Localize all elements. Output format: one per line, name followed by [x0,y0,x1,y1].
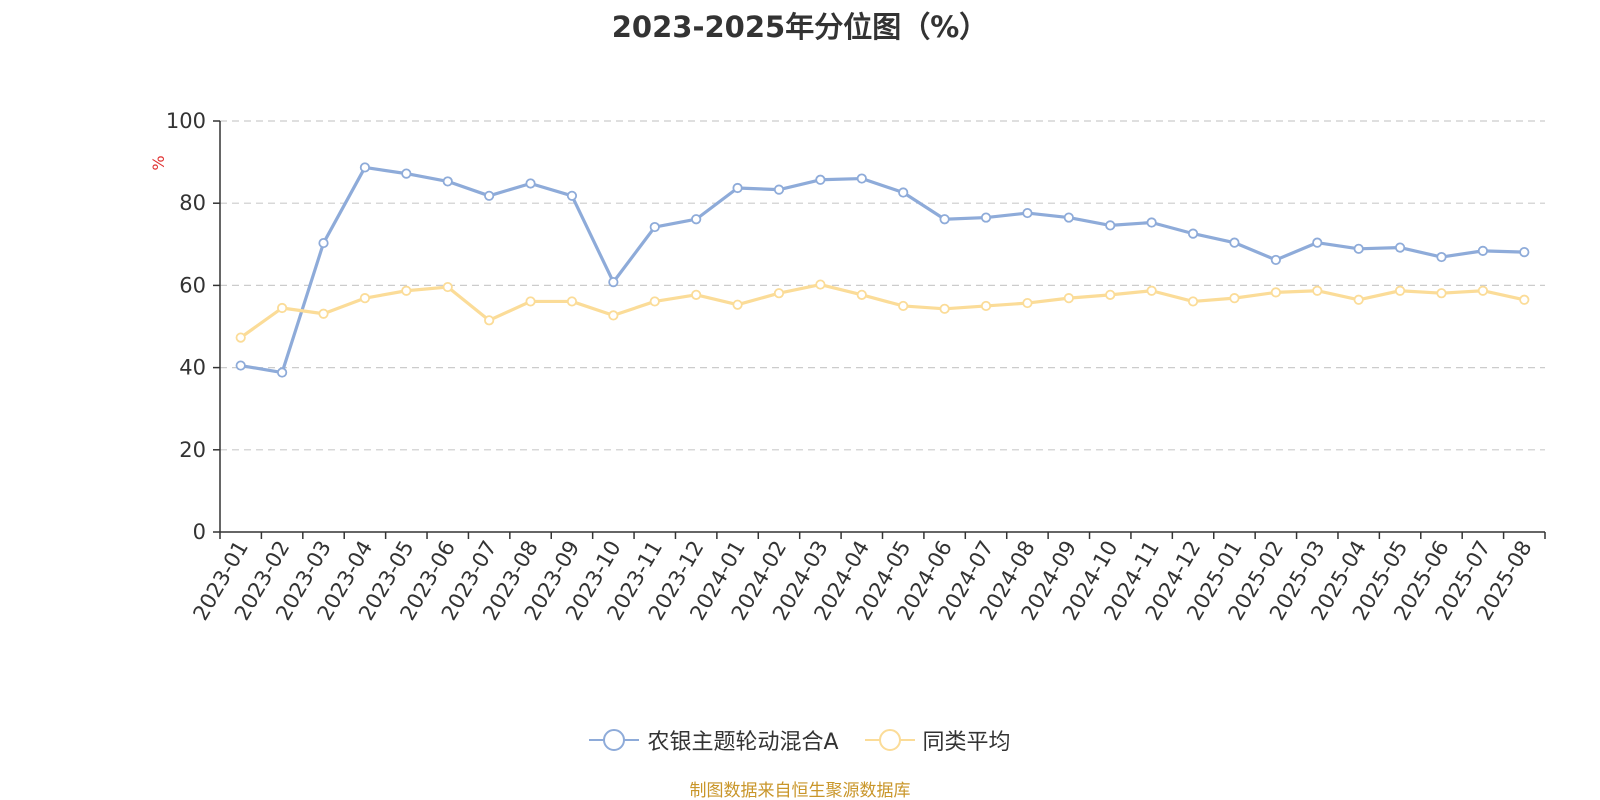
data-point-series-1[interactable] [1146,217,1157,228]
data-point-series-2[interactable] [608,310,619,321]
data-point-series-1[interactable] [1312,237,1323,248]
data-point-series-1[interactable] [856,173,867,184]
data-point-series-1[interactable] [1477,245,1488,256]
series-line-1 [240,165,1525,375]
legend-item-series-2[interactable]: 同类平均 [864,724,1011,756]
data-point-series-2[interactable] [442,281,453,293]
data-point-series-1[interactable] [277,367,288,378]
data-point-series-1[interactable] [1105,220,1116,231]
data-point-series-2[interactable] [815,279,826,290]
gridlines [220,120,1545,451]
axes: 0204060801002023-012023-022023-032023-04… [166,109,1546,624]
y-tick-label: 20 [179,438,206,462]
data-point-series-1[interactable] [1187,228,1199,239]
data-point-series-1[interactable] [1436,251,1447,263]
legend-item-series-1[interactable]: 农银主题轮动混合A [589,724,839,756]
legend-marker-series-1 [589,729,640,751]
data-point-series-2[interactable] [898,300,909,312]
data-point-series-1[interactable] [1022,207,1033,219]
data-point-series-2[interactable] [691,289,702,300]
y-tick-label: 100 [166,109,206,133]
data-point-series-2[interactable] [1519,294,1530,305]
data-point-series-2[interactable] [1477,285,1488,296]
data-point-series-2[interactable] [359,293,371,304]
data-point-series-2[interactable] [1187,296,1199,307]
data-point-series-1[interactable] [980,212,992,223]
data-point-series-1[interactable] [649,221,660,233]
data-point-series-2[interactable] [401,285,412,296]
data-point-series-2[interactable] [1105,289,1116,300]
legend-label-series-2: 同类平均 [922,730,1011,755]
data-point-series-2[interactable] [566,296,578,307]
data-point-series-2[interactable] [1270,287,1281,298]
data-point-series-2[interactable] [1436,288,1447,299]
chart-title: 2023-2025年分位图（%） [611,10,989,44]
data-point-series-1[interactable] [608,277,619,288]
source-note: 制图数据来自恒生聚源数据库 [689,781,911,800]
data-point-series-2[interactable] [980,300,992,312]
y-tick-label: 80 [179,191,206,215]
data-point-series-2[interactable] [1146,285,1157,296]
y-tick-label: 40 [179,356,206,380]
data-point-series-2[interactable] [484,315,495,326]
data-point-series-1[interactable] [359,162,371,173]
data-point-series-1[interactable] [691,214,702,225]
data-point-series-1[interactable] [235,360,246,371]
data-point-series-2[interactable] [1312,285,1323,296]
data-point-series-2[interactable] [1353,294,1364,305]
series-layer [235,162,1530,378]
data-point-series-1[interactable] [484,190,495,201]
data-point-series-2[interactable] [1394,285,1406,296]
data-point-series-1[interactable] [525,178,536,189]
data-point-series-1[interactable] [1394,242,1406,253]
data-point-series-1[interactable] [442,176,453,187]
legend: 农银主题轮动混合A 同类平均 [0,724,1600,756]
data-point-series-2[interactable] [649,296,660,307]
data-point-series-1[interactable] [1353,243,1364,254]
y-tick-label: 0 [193,520,206,544]
y-tick-label: 60 [179,273,206,297]
data-point-series-1[interactable] [401,168,412,179]
y-axis-unit-label: % [149,155,168,170]
data-point-series-2[interactable] [1063,293,1074,304]
data-point-series-1[interactable] [939,214,950,225]
legend-marker-series-2 [864,729,915,751]
data-point-series-1[interactable] [1519,247,1530,258]
data-point-series-2[interactable] [856,289,867,300]
data-point-series-2[interactable] [732,299,743,310]
data-point-series-2[interactable] [235,332,246,343]
data-point-series-2[interactable] [318,308,329,319]
data-point-series-1[interactable] [815,174,826,185]
data-point-series-2[interactable] [1229,293,1240,304]
data-point-series-2[interactable] [277,302,288,314]
data-point-series-2[interactable] [773,288,785,299]
series-line-2 [239,282,1525,339]
data-point-series-2[interactable] [1022,297,1033,309]
legend-label-series-1: 农银主题轮动混合A [647,730,839,755]
data-point-series-1[interactable] [318,237,329,249]
data-point-series-2[interactable] [525,296,536,307]
data-point-series-1[interactable] [566,190,578,201]
data-point-series-1[interactable] [1229,237,1240,248]
data-point-series-2[interactable] [939,303,950,314]
data-point-series-1[interactable] [773,184,785,195]
data-point-series-1[interactable] [1270,254,1281,266]
data-point-series-1[interactable] [898,187,909,198]
data-point-series-1[interactable] [732,182,743,194]
data-point-series-1[interactable] [1063,212,1074,223]
